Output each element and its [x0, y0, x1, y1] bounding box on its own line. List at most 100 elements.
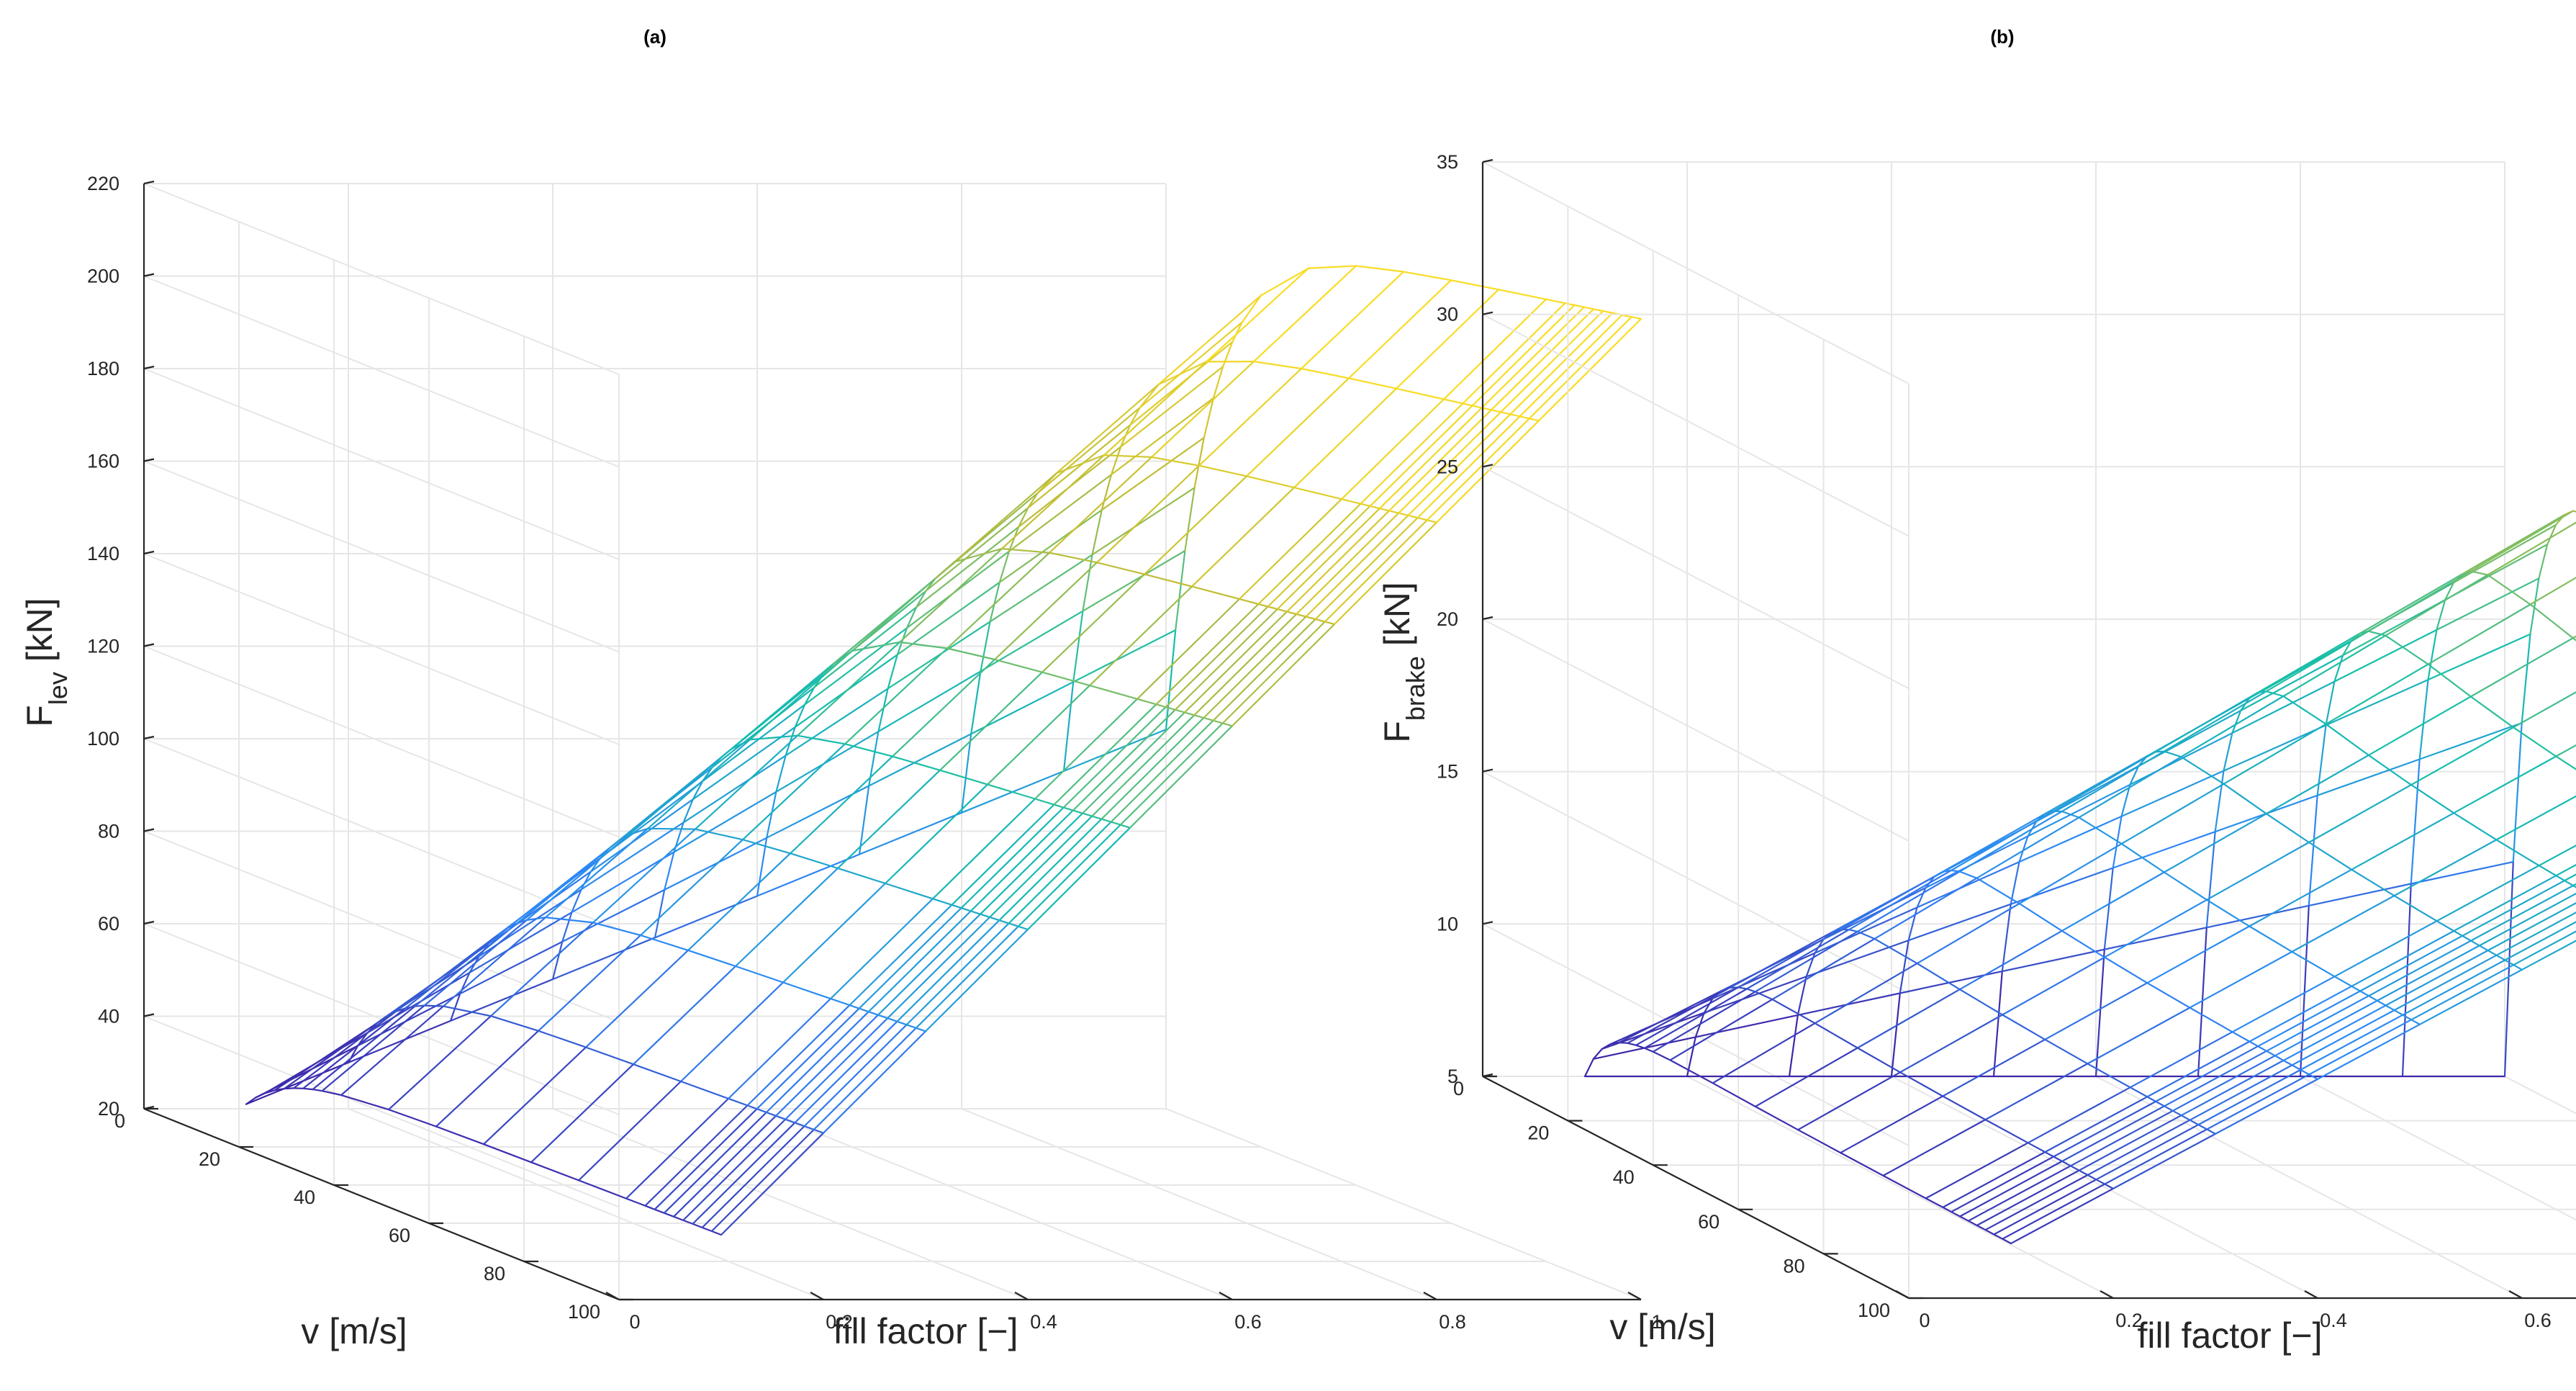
- mesh-segment: [1490, 409, 1502, 413]
- mesh-segment: [2308, 841, 2353, 870]
- mesh-segment: [2410, 758, 2421, 885]
- mesh-segment: [701, 1226, 713, 1233]
- mesh-segment: [1951, 1156, 2055, 1213]
- x-tick-label: 1: [1651, 1311, 1662, 1333]
- mesh-segment: [1095, 464, 1201, 564]
- mesh-segment: [1027, 423, 1131, 509]
- mesh-segment: [2401, 883, 2412, 1078]
- mesh-segment: [1388, 510, 1400, 514]
- mesh-segment: [2333, 920, 2438, 978]
- mesh-segment: [2103, 867, 2114, 950]
- mesh-segment: [970, 681, 1075, 735]
- mesh-segment: [1874, 937, 1918, 965]
- mesh-segment: [1958, 870, 1978, 879]
- mesh-segment: [877, 1014, 889, 1019]
- mesh-segment: [1388, 409, 1493, 512]
- mesh-segment: [1165, 606, 1269, 708]
- mesh-segment: [1008, 526, 1020, 552]
- mesh-segment: [1285, 510, 1391, 613]
- mesh-segment: [1174, 608, 1278, 711]
- mesh-segment: [1193, 613, 1298, 716]
- mesh-segment: [979, 812, 1084, 915]
- mesh-segment: [644, 1104, 749, 1207]
- mesh-segment: [1048, 552, 1098, 564]
- mesh-segment: [970, 809, 1074, 912]
- mesh-segment: [765, 1011, 869, 1114]
- z-tick-label: 25: [1437, 456, 1458, 477]
- mesh-segment: [1155, 603, 1260, 706]
- mesh-segment: [2410, 726, 2515, 786]
- mesh-segment: [584, 949, 690, 1048]
- mesh-segment: [2529, 603, 2574, 639]
- z-tick-mark: [1482, 464, 1493, 468]
- mesh-segment: [1081, 711, 1186, 814]
- mesh-segment: [1907, 903, 2012, 942]
- x-tick-mark: [2100, 1290, 2114, 1299]
- mesh-segment: [2342, 598, 2446, 657]
- mesh-segment: [1618, 990, 1722, 1044]
- mesh-segment: [993, 658, 1044, 673]
- mesh-segment: [1984, 1174, 2089, 1231]
- mesh-segment: [1193, 714, 1205, 719]
- mesh-segment: [679, 981, 785, 1083]
- mesh-segment: [2393, 894, 2438, 922]
- mesh-segment: [2001, 956, 2106, 1016]
- mesh-segment: [1238, 498, 1343, 600]
- mesh-segment: [1041, 671, 1091, 687]
- mesh-segment: [2214, 1078, 2319, 1135]
- mesh-segment: [628, 748, 732, 836]
- mesh-segment: [2265, 690, 2284, 698]
- y-tick-label: 20: [1527, 1122, 1549, 1144]
- mesh-segment: [692, 1122, 796, 1225]
- mesh-segment: [2478, 945, 2489, 952]
- mesh-segment: [2555, 744, 2576, 757]
- panel-b-fbrake-surface: (b) 5 10 15 20 25 30 35 0 20 40 60 80 100 0 0.2 0.4 0.6 0…: [1377, 26, 2576, 1356]
- mesh-segment: [2521, 940, 2576, 971]
- mesh-segment: [1395, 289, 1500, 390]
- mesh-segment: [1848, 869, 1952, 931]
- mesh-segment: [2282, 1059, 2293, 1066]
- panel-a-x-axis-label: fill factor [−]: [833, 1311, 1018, 1351]
- mesh-segment: [1034, 698, 1139, 800]
- mesh-segment: [2300, 1014, 2404, 1071]
- mesh-segment: [2163, 690, 2267, 752]
- mesh-segment: [986, 684, 1091, 785]
- mesh-segment: [1490, 308, 1595, 411]
- mesh-segment: [989, 581, 1000, 623]
- mesh-segment: [2206, 1073, 2310, 1130]
- z-tick-label: 15: [1437, 761, 1458, 783]
- mesh-segment: [720, 1132, 825, 1236]
- mesh-segment: [979, 913, 991, 919]
- mesh-segment: [2197, 1068, 2302, 1126]
- mesh-segment: [727, 1097, 749, 1107]
- mesh-segment: [2061, 871, 2165, 932]
- mesh-segment: [1916, 962, 1961, 991]
- mesh-segment: [877, 688, 889, 733]
- mesh-segment: [1848, 929, 1858, 933]
- mesh-segment: [898, 547, 1003, 644]
- mesh-segment: [2495, 795, 2576, 841]
- mesh-segment: [2512, 726, 2557, 757]
- mesh-segment: [682, 755, 787, 824]
- mesh-segment: [1984, 1229, 1995, 1235]
- mesh-segment: [1072, 610, 1084, 683]
- mesh-segment: [980, 621, 991, 672]
- mesh-segment: [1814, 1022, 1858, 1049]
- mesh-segment: [692, 1223, 703, 1229]
- mesh-segment: [1296, 512, 1400, 616]
- mesh-segment: [851, 641, 901, 652]
- mesh-segment: [741, 839, 792, 855]
- mesh-segment: [1805, 939, 1910, 978]
- mesh-segment: [1008, 821, 1112, 924]
- mesh-segment: [2103, 956, 2148, 984]
- mesh-segment: [1340, 498, 1362, 505]
- mesh-segment: [2223, 783, 2267, 815]
- mesh-segment: [1958, 1215, 1969, 1222]
- mesh-segment: [687, 949, 737, 968]
- mesh-segment: [2249, 925, 2293, 953]
- mesh-segment: [2163, 813, 2267, 873]
- mesh-segment: [2555, 875, 2566, 882]
- mesh-segment: [1669, 998, 1773, 1061]
- mesh-segment: [2103, 899, 2208, 958]
